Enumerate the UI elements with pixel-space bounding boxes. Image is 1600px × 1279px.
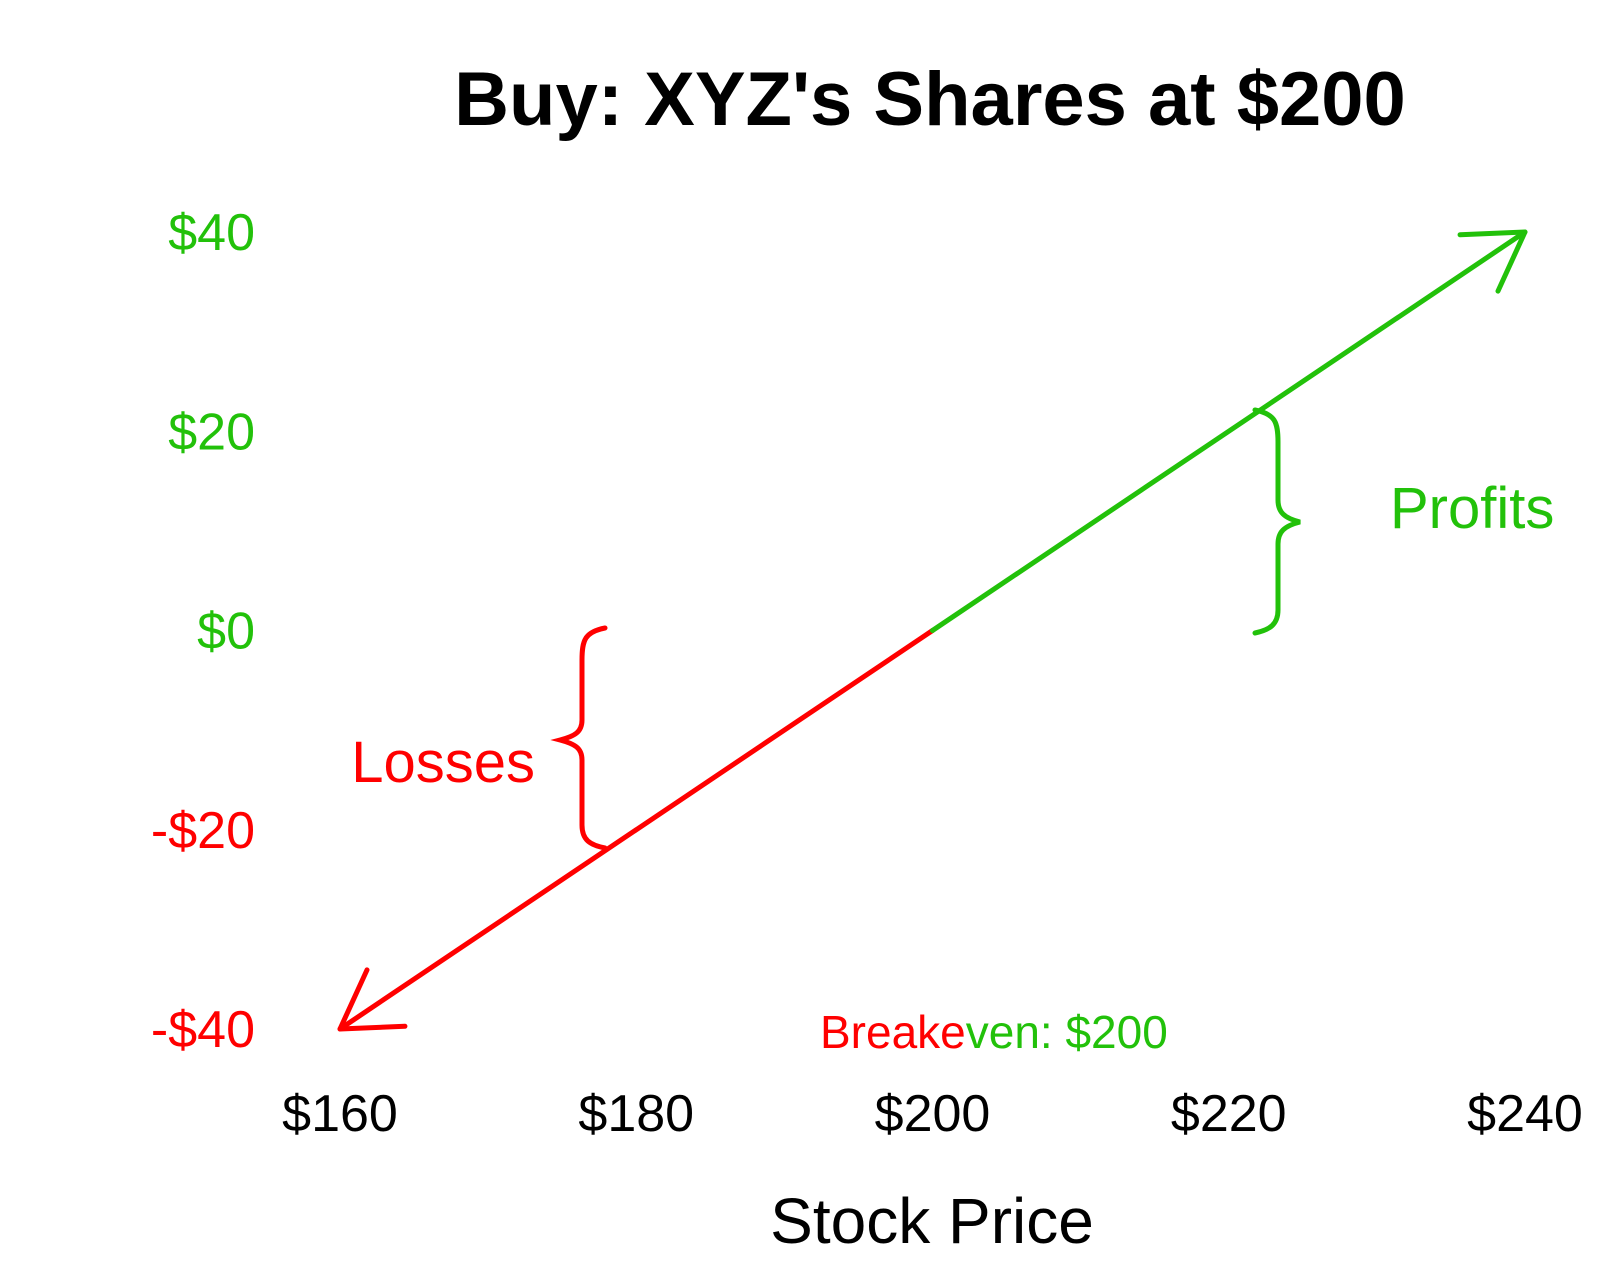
breakeven-label-prefix: Breake <box>820 1006 966 1058</box>
chart-title: Buy: XYZ's Shares at $200 <box>454 57 1406 142</box>
loss-segment <box>337 628 935 1032</box>
losses-brace <box>550 625 608 851</box>
x-axis-ticks: $160 $180 $200 $220 $240 <box>282 1085 1583 1143</box>
breakeven-label: Breakeven: $200 <box>820 1006 1168 1058</box>
x-tick-label: $180 <box>578 1085 694 1143</box>
y-axis-ticks: $40 $20 $0 -$20 -$40 <box>151 204 255 1059</box>
profits-label: Profits <box>1390 476 1554 541</box>
x-tick-label: $220 <box>1171 1085 1287 1143</box>
x-tick-label: $200 <box>875 1085 991 1143</box>
y-tick-label: -$40 <box>151 1001 255 1059</box>
y-tick-label: $0 <box>197 603 255 661</box>
profit-segment <box>930 229 1528 633</box>
profits-brace <box>1252 407 1301 636</box>
profit-arrowhead <box>1457 229 1528 294</box>
y-tick-label: -$20 <box>151 802 255 860</box>
breakeven-label-suffix: ven: $200 <box>966 1006 1168 1058</box>
x-axis-label: Stock Price <box>770 1185 1094 1257</box>
payoff-lines <box>337 229 1528 1032</box>
y-tick-label: $20 <box>168 403 255 461</box>
x-tick-label: $160 <box>282 1085 398 1143</box>
x-tick-label: $240 <box>1467 1085 1583 1143</box>
loss-arrowhead <box>337 967 408 1032</box>
losses-label: Losses <box>351 730 535 795</box>
y-tick-label: $40 <box>168 204 255 262</box>
